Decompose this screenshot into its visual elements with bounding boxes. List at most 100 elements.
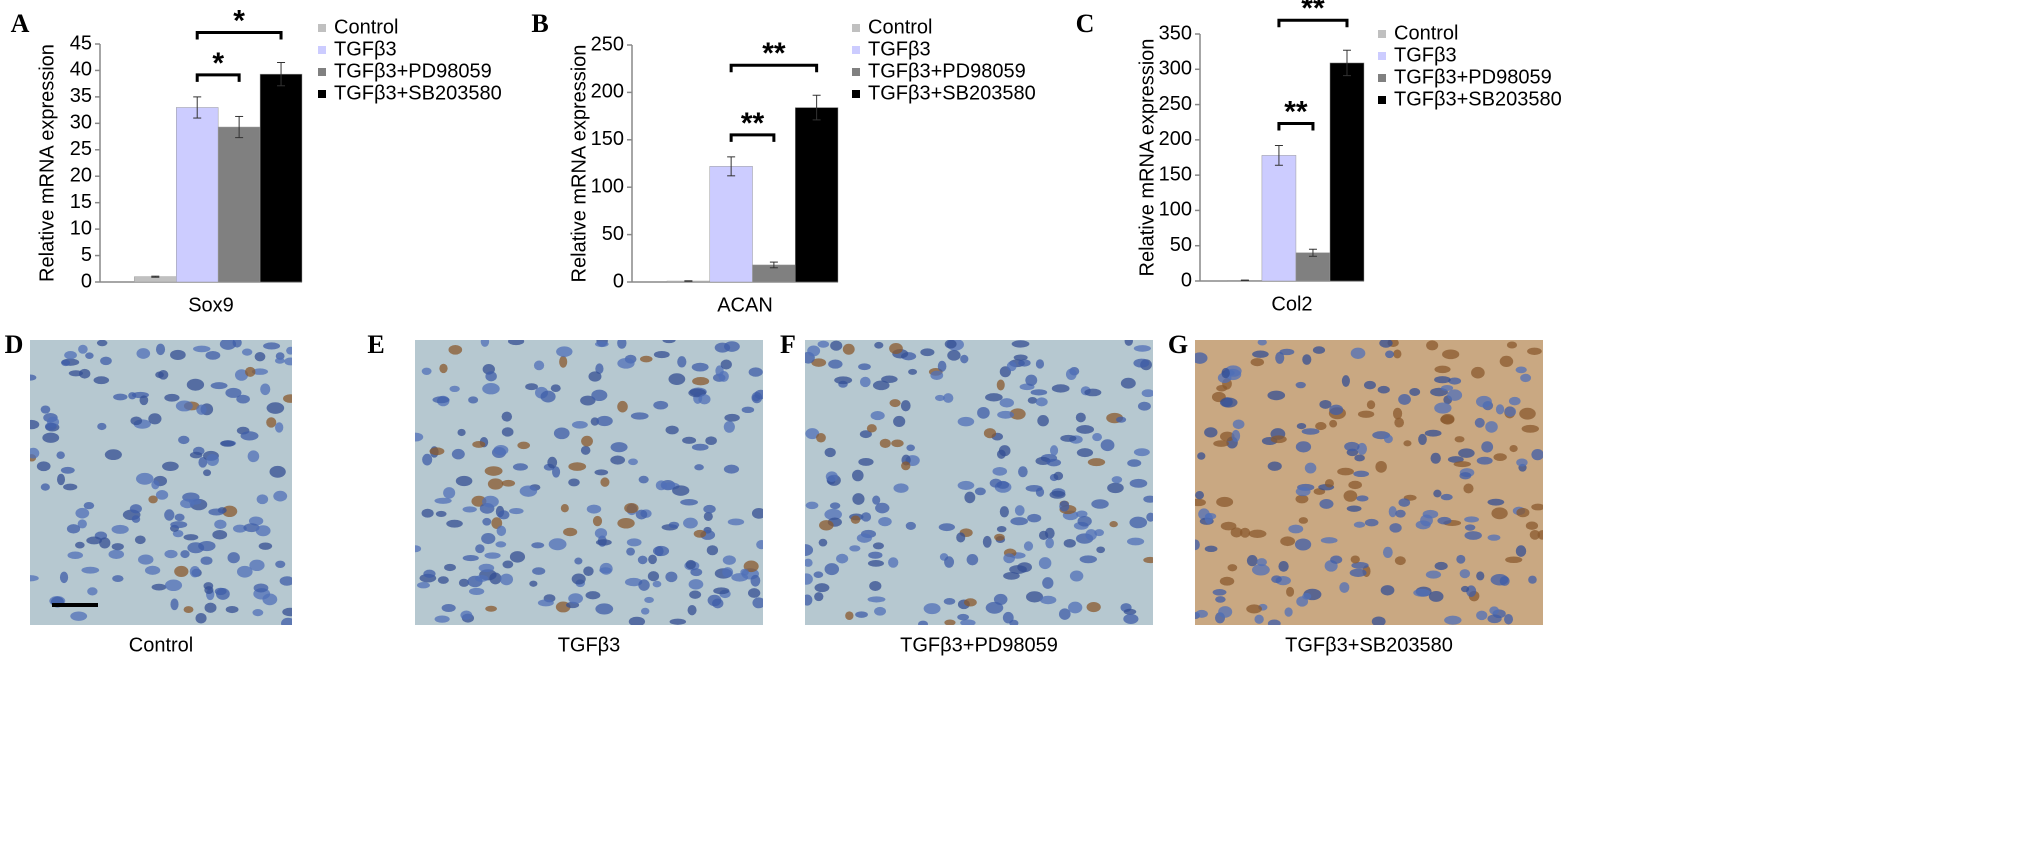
cell [203,469,212,477]
cell [1312,346,1326,354]
cell [1246,604,1262,614]
cell [574,557,583,565]
cell [183,534,199,541]
cell [906,444,915,452]
cell [439,363,448,374]
cell [1006,361,1017,372]
cell [1143,556,1153,564]
cell [1288,524,1304,534]
cell [42,432,60,443]
cell [254,352,266,362]
cell [198,456,208,468]
cell [756,540,763,550]
cell [495,541,507,548]
cell [1027,396,1038,404]
cell [740,568,749,576]
cell [849,545,861,552]
cell [1493,453,1507,461]
cell [889,399,901,408]
cell [507,340,525,346]
cell [874,341,884,349]
cell [668,373,686,386]
cell [985,393,1003,402]
cell [30,575,39,582]
cell [852,493,865,505]
cell [1515,545,1527,557]
cell [1515,366,1527,374]
cell [938,523,955,532]
cell [685,559,696,570]
cell [1049,445,1059,456]
cell [1319,498,1334,509]
cell [1460,585,1470,593]
cell [155,490,169,500]
x-tick-label: ACAN [717,294,773,316]
image-caption: TGFβ3+SB203580 [1285,634,1453,656]
cell [144,565,161,575]
cell [1476,395,1492,408]
cell [1364,518,1379,527]
cell [1278,560,1289,572]
cell [30,374,37,381]
cell [750,574,761,587]
cell [219,340,237,350]
cell [151,583,167,591]
cell [1425,570,1442,579]
cell [525,383,538,391]
cell [662,340,676,344]
cell [1038,557,1052,570]
cell [1464,531,1482,540]
cell [1221,367,1230,379]
cell [172,529,184,538]
cell [1382,546,1393,558]
cell [1060,434,1077,442]
cell [595,603,614,615]
cell [571,420,588,429]
cell [964,491,976,504]
cell [266,402,285,414]
cell [600,477,610,487]
cell [460,610,473,620]
cell [855,611,868,618]
cell [560,504,569,513]
cell [1474,417,1485,428]
cell [1011,340,1030,348]
cell [1491,507,1508,520]
cell [1246,555,1258,567]
cell [1254,614,1264,624]
panel-letter: E [367,330,384,359]
cell [1046,458,1062,467]
cell [1380,585,1395,596]
cell [957,480,975,490]
cell [867,596,886,603]
cell [901,461,911,471]
cell [585,591,601,600]
cell [1424,429,1442,437]
cell [148,413,162,425]
cell [135,472,154,485]
cell [568,593,583,604]
cell [1294,538,1312,551]
cell [275,422,284,433]
cell [1279,348,1295,356]
cell [1357,410,1375,418]
cell [432,396,450,404]
cell [260,383,271,396]
y-tick-label: 150 [1159,163,1192,185]
significance-label: ** [762,37,786,70]
cell [691,443,709,451]
cell [434,497,452,504]
cell [743,560,759,573]
significance-label: ** [1301,0,1325,25]
cell [829,502,841,510]
panel-letter: F [780,330,796,359]
error-bar [193,96,202,119]
cell [720,359,732,370]
cell [1257,340,1267,346]
cell [637,555,648,565]
cell [1350,347,1366,359]
cell [164,509,175,521]
cell [151,480,160,490]
cell [1353,521,1366,528]
cell [1344,441,1360,452]
